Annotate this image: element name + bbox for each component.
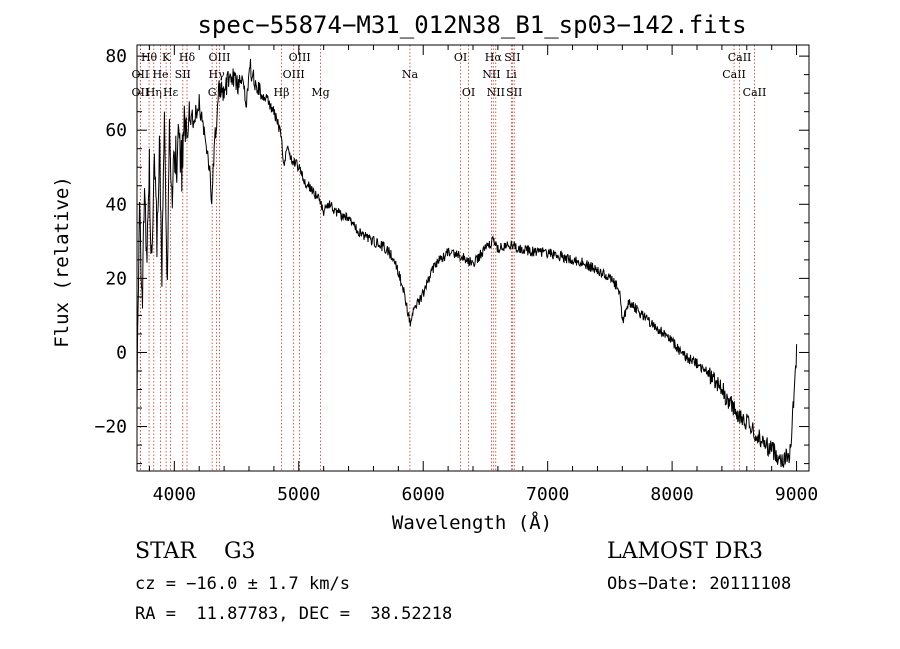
line-marker-label: CaII xyxy=(743,86,767,99)
plot-frame xyxy=(136,44,810,472)
line-marker-label: OI xyxy=(462,86,475,99)
redshift-text: cz = −16.0 ± 1.7 km/s xyxy=(135,574,350,594)
x-tick-label: 4000 xyxy=(153,484,196,505)
x-tick-label: 8000 xyxy=(650,484,693,505)
line-marker-label: SII xyxy=(504,51,520,64)
x-tick-label: 5000 xyxy=(277,484,320,505)
line-marker-label: SII xyxy=(506,86,522,99)
line-marker-label: Hε xyxy=(163,86,179,99)
obs-date: Obs−Date: 20111108 xyxy=(607,574,792,594)
y-axis: −20 0 20 40 60 80 xyxy=(94,46,809,465)
line-marker-label: SII xyxy=(175,68,191,81)
line-marker-label: OIII xyxy=(208,51,230,64)
spectrum-series xyxy=(136,58,798,468)
y-tick-label: 40 xyxy=(105,194,127,215)
line-marker-label: Hδ xyxy=(179,51,196,64)
x-axis-label: Wavelength (Å) xyxy=(392,511,552,534)
y-tick-label: 0 xyxy=(116,342,127,363)
line-marker-label: OII xyxy=(132,86,150,99)
line-marker-label: Hη xyxy=(146,86,162,99)
line-marker-label: NII xyxy=(482,68,500,81)
survey-name: LAMOST DR3 xyxy=(607,539,763,564)
line-marker-label: He xyxy=(152,68,168,81)
y-tick-label: −20 xyxy=(94,417,127,438)
line-marker-label: OI xyxy=(454,51,467,64)
y-tick-label: 60 xyxy=(105,120,127,141)
ra-dec-text: RA = 11.87783, DEC = 38.52218 xyxy=(135,604,453,624)
line-marker-label: Hα xyxy=(485,51,503,64)
line-marker-label: Hγ xyxy=(209,68,226,81)
x-tick-label: 6000 xyxy=(402,484,445,505)
line-marker-label: Hβ xyxy=(274,86,290,99)
line-marker-label: CaII xyxy=(728,51,752,64)
line-marker-label: G xyxy=(208,86,217,99)
object-class: STAR G3 xyxy=(135,539,256,564)
chart-title: spec−55874−M31_012N38_B1_sp03−142.fits xyxy=(197,11,746,39)
line-marker-label: Na xyxy=(402,68,419,81)
line-marker-label: K xyxy=(162,51,171,64)
line-marker-label: NII xyxy=(487,86,505,99)
y-tick-label: 20 xyxy=(105,268,127,289)
line-marker-label: OIII xyxy=(283,68,305,81)
spectrum-line xyxy=(136,58,798,468)
y-axis-label: Flux (relative) xyxy=(51,176,73,348)
x-tick-label: 9000 xyxy=(775,484,818,505)
y-tick-label: 80 xyxy=(105,46,127,67)
line-marker-label: OIII xyxy=(289,51,311,64)
line-marker-label: Li xyxy=(506,68,517,81)
line-marker-label: Hθ xyxy=(141,51,158,64)
line-marker-label: CaII xyxy=(722,68,746,81)
x-tick-label: 7000 xyxy=(526,484,569,505)
line-marker-label: Mg xyxy=(311,86,329,99)
x-axis: 4000 5000 6000 7000 8000 9000 xyxy=(148,45,818,505)
